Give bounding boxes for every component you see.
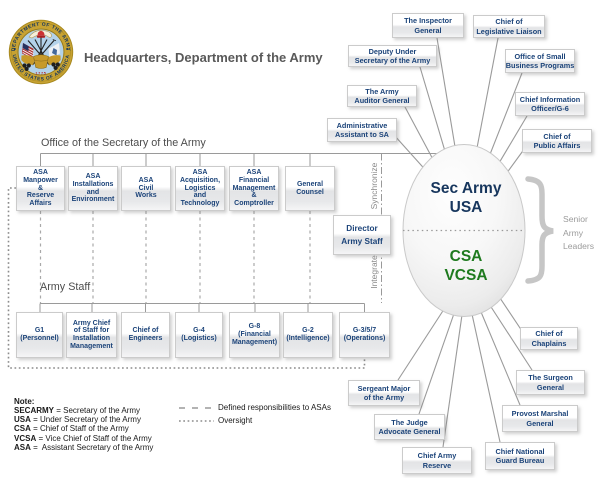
svg-text:1775: 1775 [35,72,46,76]
